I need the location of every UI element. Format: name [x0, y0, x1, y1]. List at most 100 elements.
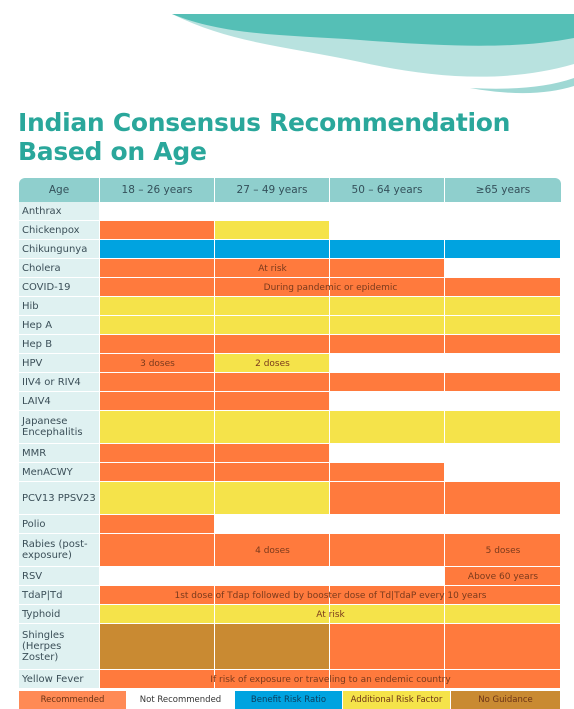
recommendation-cell — [100, 297, 215, 316]
recommendation-cell — [330, 373, 445, 392]
recommendation-cell — [215, 392, 330, 411]
cell-note: 3 doses — [140, 358, 175, 369]
recommendation-cell — [100, 515, 215, 534]
vaccine-label: COVID-19 — [19, 278, 99, 297]
recommendation-cell — [215, 202, 330, 221]
recommendation-cell — [215, 297, 330, 316]
decorative-wave — [172, 14, 574, 94]
vaccine-label: MMR — [19, 444, 99, 463]
recommendation-cell — [330, 392, 445, 411]
recommendation-cell — [215, 624, 330, 670]
recommendation-cell — [445, 534, 561, 567]
recommendation-cell — [330, 670, 445, 689]
recommendation-cell — [215, 354, 330, 373]
cell-note: 2 doses — [255, 358, 290, 369]
recommendation-cell — [100, 373, 215, 392]
vaccine-label: Chickenpox — [19, 221, 99, 240]
recommendation-cell — [100, 567, 215, 586]
recommendation-cell — [445, 297, 561, 316]
recommendation-cell — [215, 278, 330, 297]
recommendation-cell — [215, 534, 330, 567]
header-age-group: 50 – 64 years — [330, 178, 445, 202]
recommendation-cell — [445, 335, 561, 354]
recommendation-cell — [100, 482, 215, 515]
recommendation-cell — [215, 411, 330, 444]
recommendation-cell — [445, 463, 561, 482]
cell-note: If risk of exposure or traveling to an e… — [210, 674, 451, 685]
recommendation-cell — [100, 259, 215, 278]
recommendation-cell — [445, 444, 561, 463]
recommendation-cell — [330, 221, 445, 240]
vaccine-label: Rabies (post-exposure) — [19, 534, 99, 567]
recommendation-cell — [100, 411, 215, 444]
cell-note: At risk — [316, 609, 345, 620]
recommendation-cell — [445, 605, 561, 624]
vaccine-label: Chikungunya — [19, 240, 99, 259]
recommendation-cell — [330, 515, 445, 534]
recommendation-cell — [330, 316, 445, 335]
recommendation-cell — [330, 567, 445, 586]
recommendation-cell — [445, 586, 561, 605]
recommendation-cell — [445, 373, 561, 392]
recommendation-cell — [445, 316, 561, 335]
recommendation-cell — [445, 221, 561, 240]
recommendation-cell — [330, 463, 445, 482]
recommendation-cell — [100, 670, 215, 689]
recommendation-cell — [445, 670, 561, 689]
recommendation-cell — [215, 373, 330, 392]
recommendation-cell — [215, 316, 330, 335]
recommendation-cell — [445, 259, 561, 278]
page-title: Indian Consensus Recommendation Based on… — [18, 108, 510, 166]
recommendation-cell — [330, 482, 445, 515]
vaccine-label: Hib — [19, 297, 99, 316]
recommendation-cell — [330, 297, 445, 316]
recommendation-cell — [100, 463, 215, 482]
recommendation-cell — [445, 482, 561, 515]
recommendation-cell — [445, 240, 561, 259]
cell-note: 1st dose of Tdap followed by booster dos… — [174, 590, 487, 601]
recommendation-cell — [215, 567, 330, 586]
vaccine-label: LAIV4 — [19, 392, 99, 411]
recommendation-cell — [215, 240, 330, 259]
recommendation-cell — [330, 444, 445, 463]
header-age-group: 27 – 49 years — [215, 178, 330, 202]
header-age-group: 18 – 26 years — [100, 178, 215, 202]
recommendation-cell — [215, 444, 330, 463]
legend-item-benefit-risk-ratio: Benefit Risk Ratio — [235, 691, 343, 709]
recommendation-cell — [445, 624, 561, 670]
header-age-group: ≥65 years — [445, 178, 561, 202]
recommendation-cell — [445, 278, 561, 297]
recommendation-cell — [215, 515, 330, 534]
vaccine-label: MenACWY — [19, 463, 99, 482]
vaccine-label: Hep B — [19, 335, 99, 354]
recommendation-cell — [330, 259, 445, 278]
vaccine-label: TdaP|Td — [19, 586, 99, 605]
recommendation-cell — [100, 392, 215, 411]
vaccine-label: Anthrax — [19, 202, 99, 221]
cell-note: Above 60 years — [467, 571, 539, 582]
recommendation-cell — [330, 240, 445, 259]
vaccine-label: RSV — [19, 567, 99, 586]
recommendation-cell — [215, 482, 330, 515]
cell-note: During pandemic or epidemic — [263, 282, 398, 293]
recommendation-cell — [445, 202, 561, 221]
recommendation-cell — [100, 444, 215, 463]
vaccine-label: Cholera — [19, 259, 99, 278]
cell-note: 5 doses — [485, 545, 521, 556]
legend-item-no-guidance: No Guidance — [451, 691, 561, 709]
title-line-1: Indian Consensus Recommendation — [18, 108, 511, 137]
recommendation-cell — [215, 605, 330, 624]
recommendation-cell — [330, 278, 445, 297]
recommendation-cell — [215, 335, 330, 354]
vaccine-label: IIV4 or RIV4 — [19, 373, 99, 392]
recommendation-cell — [100, 240, 215, 259]
recommendation-cell — [330, 605, 445, 624]
cell-note: 4 doses — [255, 545, 290, 556]
recommendation-cell — [445, 515, 561, 534]
recommendation-cell — [445, 354, 561, 373]
vaccine-label: PCV13 PPSV23 — [19, 482, 99, 515]
recommendation-cell — [215, 259, 330, 278]
recommendation-cell — [100, 624, 215, 670]
recommendation-cell — [215, 221, 330, 240]
recommendation-cell — [215, 463, 330, 482]
